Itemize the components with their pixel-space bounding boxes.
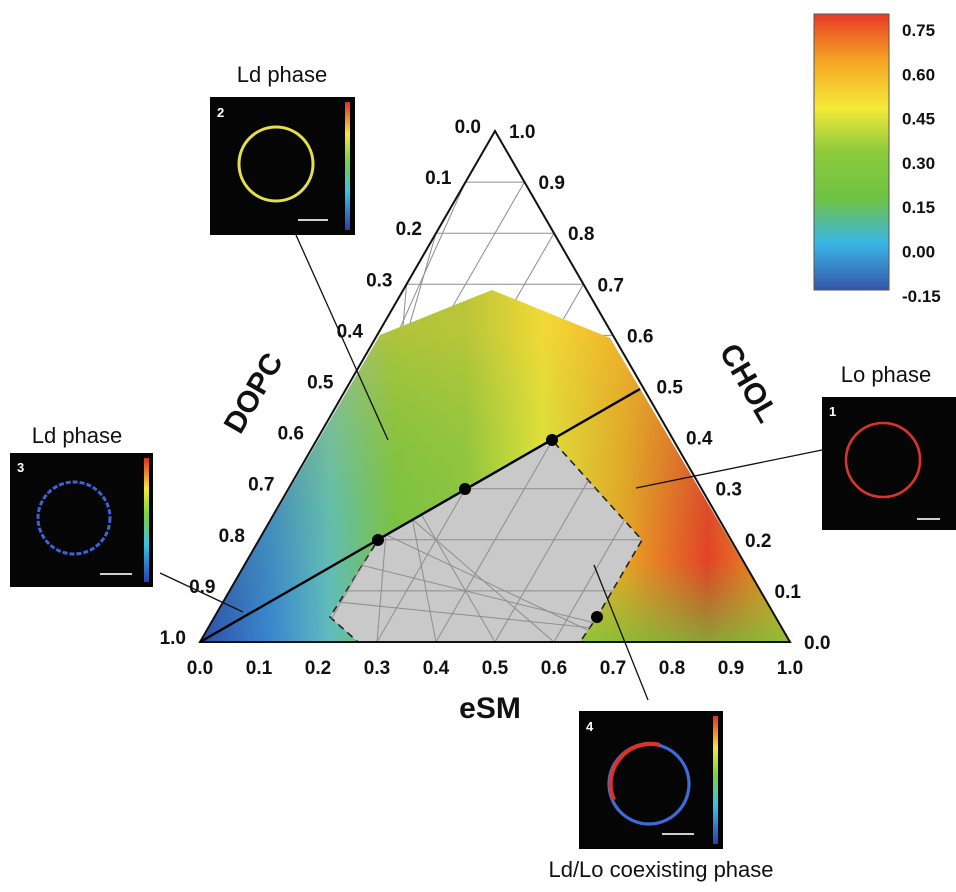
inset-2-number: 2 [217,105,224,120]
colorbar-tick-label: 0.30 [902,154,935,173]
left-tick-label: 0.1 [425,168,452,189]
right-tick-label: 0.8 [568,224,594,245]
inset-1-vesicle-ring [844,421,922,499]
right-tick-label: 0.2 [745,531,771,552]
bottom-tick-label: 0.0 [187,658,213,679]
tie-line-point [459,483,471,495]
left-tick-label: 0.6 [278,424,304,445]
colorbar-tick-label: 0.00 [902,243,935,262]
inset-4-coexisting-phase: 4 [579,711,723,849]
right-tick-label: 0.4 [686,429,713,450]
inset-2-ld-phase: 2 [210,97,355,235]
inset-4-vesicle-ring-lo [608,741,661,801]
bottom-tick-label: 0.8 [659,658,685,679]
bottom-tick-label: 1.0 [777,658,803,679]
bottom-tick-label: 0.6 [541,658,567,679]
leader-line-inset-3 [159,572,244,613]
right-axis-title: CHOL [713,338,784,428]
leader-line-inset-4 [593,564,649,701]
bottom-tick-label: 0.9 [718,658,744,679]
inset-3-colorbar [144,458,149,582]
right-tick-label: 0.1 [775,582,802,603]
colorbar-tick-label: 0.45 [902,110,935,129]
bottom-tick-label: 0.1 [246,658,273,679]
bottom-axis-title: eSM [459,692,521,725]
bottom-tick-label: 0.5 [482,658,509,679]
inset-3-label: Ld phase [32,423,123,448]
leader-line-inset-1 [635,449,823,489]
left-tick-label: 0.2 [396,219,422,240]
bottom-tick-label: 0.4 [423,658,450,679]
colorbar-tick-label: 0.60 [902,65,935,84]
inset-3-number: 3 [17,460,24,475]
right-tick-label: 0.6 [627,326,653,347]
inset-3-image [10,453,153,587]
colorbar-ticks: 0.75 0.60 0.45 0.30 0.15 0.00 -0.15 [902,21,941,306]
right-tick-label: 0.3 [716,480,742,501]
right-tick-label: 0.5 [657,378,684,399]
bottom-tick-label: 0.3 [364,658,390,679]
heatmap-overlay-upper [200,290,790,642]
grid-line [553,437,642,642]
left-tick-label: 0.5 [307,373,334,394]
left-tick-label: 0.0 [455,117,481,138]
grid-line [330,590,642,642]
inset-2-colorbar [345,102,350,230]
left-axis-ticks: 1.0 0.9 0.8 0.7 0.6 0.5 0.4 0.3 0.2 0.1 0.0 [160,117,481,649]
inset-2-label: Ld phase [237,62,328,87]
inset-1-image [822,397,956,530]
colorbar-tick-label: 0.15 [902,198,935,217]
inset-4-colorbar [713,716,718,844]
inset-1-label: Lo phase [841,362,932,387]
left-tick-label: 1.0 [160,628,186,649]
tie-line [199,387,641,644]
bottom-axis-ticks: 0.0 0.1 0.2 0.3 0.4 0.5 0.6 0.7 0.8 0.9 1.0 [187,658,803,679]
colorbar-gradient [813,13,890,291]
right-axis-ticks: 0.0 0.1 0.2 0.3 0.4 0.5 0.6 0.7 0.8 0.9 1.0 [509,122,830,654]
left-tick-label: 0.7 [248,475,274,496]
inset-1-number: 1 [829,404,836,419]
right-tick-label: 0.7 [598,275,624,296]
ternary-heatmap [200,290,790,642]
tie-line-point [372,534,384,546]
left-tick-label: 0.8 [219,526,245,547]
right-tick-label: 1.0 [509,122,535,143]
left-tick-label: 0.3 [366,270,392,291]
colorbar: 0.75 0.60 0.45 0.30 0.15 0.00 -0.15 [813,13,941,306]
inset-2-vesicle-ring [237,125,315,203]
left-tick-label: 0.9 [189,577,215,598]
bottom-tick-label: 0.7 [600,658,626,679]
inset-2-image [210,97,355,235]
bottom-tick-label: 0.2 [305,658,331,679]
inset-3-vesicle-ring [36,480,112,556]
colorbar-tick-label: 0.75 [902,21,935,40]
tie-line-point [546,434,558,446]
colorbar-tick-label: -0.15 [902,287,941,306]
right-tick-label: 0.0 [804,633,830,654]
ternary-triangle-border [198,128,792,643]
right-tick-label: 0.9 [539,173,565,194]
coexistence-sample-point [591,611,603,623]
inset-4-image [579,711,723,849]
inset-1-lo-phase: 1 [822,397,956,530]
left-tick-label: 0.4 [337,321,364,342]
inset-4-label: Ld/Lo coexisting phase [548,857,773,882]
inset-4-number: 4 [586,719,594,734]
leader-line-inset-2 [295,234,389,441]
inset-3-ld-phase: 3 [10,453,153,587]
